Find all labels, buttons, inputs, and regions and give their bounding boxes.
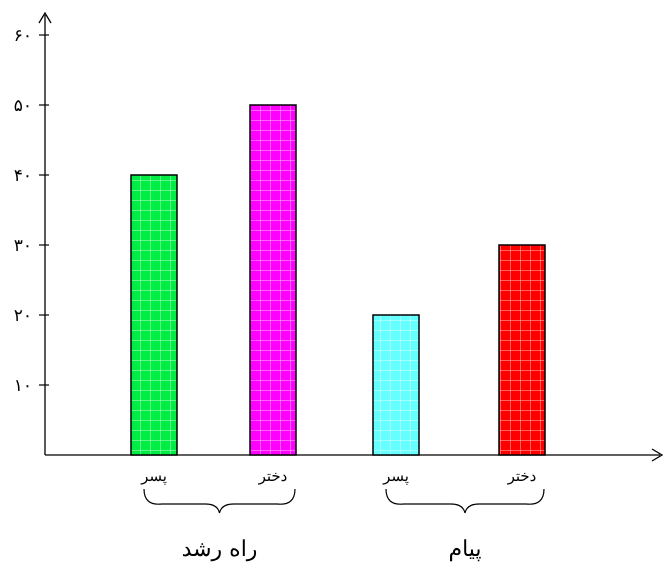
group-brace (385, 488, 545, 514)
y-tick-label: ۱۰ (14, 376, 32, 396)
y-axis-arrow (38, 11, 52, 24)
y-tick-label: ۲۰ (14, 306, 32, 326)
bar (372, 314, 420, 456)
y-tick-label: ۵۰ (14, 96, 32, 116)
group-label: پیام (448, 537, 481, 562)
bar (498, 244, 546, 456)
group-brace (143, 488, 296, 514)
y-tick-label: ۳۰ (14, 236, 32, 256)
x-axis-arrow (651, 448, 664, 462)
y-tick-label: ۶۰ (14, 26, 32, 46)
bar (249, 104, 297, 456)
category-label: دختر (507, 467, 537, 485)
category-label: پسر (382, 467, 409, 485)
y-tick-label: ۴۰ (14, 166, 32, 186)
bar (130, 174, 178, 456)
category-label: پسر (140, 467, 167, 485)
category-label: دختر (258, 467, 288, 485)
group-label: راه رشد (182, 537, 258, 562)
